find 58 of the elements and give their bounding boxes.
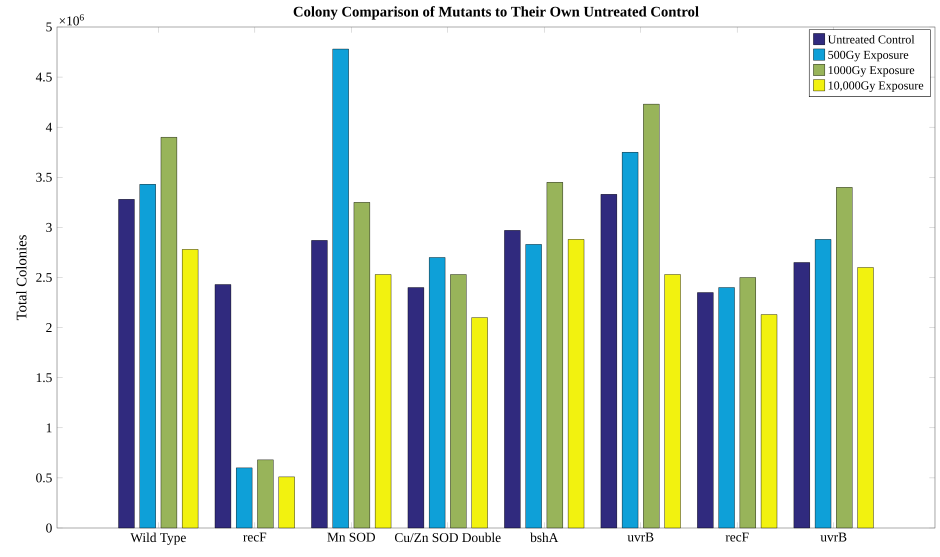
y-tick-label: 1.5 <box>36 373 52 382</box>
chart-title: Colony Comparison of Mutants to Their Own Untreated Control <box>294 6 699 20</box>
x-tick-label: recF <box>726 532 749 542</box>
legend-label: 1000Gy Exposure <box>828 66 914 77</box>
y-tick-label: 5 <box>46 22 52 32</box>
bar <box>450 274 467 528</box>
x-tick-label: Cu/Zn SOD Double <box>394 532 501 542</box>
bar <box>408 287 424 528</box>
y-tick-label: 2.5 <box>36 272 52 282</box>
y-tick-label: 0 <box>46 523 52 532</box>
y-tick-label: 3.5 <box>36 172 52 182</box>
x-tick-label: uvrB <box>820 532 846 542</box>
y-tick-label: 4 <box>46 122 52 132</box>
bar <box>374 274 392 528</box>
bar <box>546 182 564 528</box>
x-tick-label: bshA <box>530 532 558 542</box>
y-tick-label: 2 <box>46 323 52 332</box>
bar <box>354 202 370 528</box>
bar <box>257 460 274 528</box>
bar <box>857 267 874 528</box>
bar <box>697 292 714 528</box>
x-tick-label: recF <box>243 532 266 542</box>
x-tick-label: Wild Type <box>130 532 186 545</box>
legend-label: 10,000Gy Exposure <box>828 81 924 92</box>
bar <box>622 152 638 528</box>
bar <box>600 194 618 528</box>
bar <box>525 244 542 528</box>
bar <box>214 284 232 528</box>
bar <box>278 476 295 528</box>
y-axis-title: Total Colonies <box>16 235 26 320</box>
bar <box>471 317 488 528</box>
bar <box>428 257 446 528</box>
bar <box>740 277 756 528</box>
y-tick-label: 1 <box>46 423 52 432</box>
bar <box>568 239 584 528</box>
bar <box>311 240 328 528</box>
bar <box>814 239 832 528</box>
bar <box>794 262 810 528</box>
bar <box>760 314 778 528</box>
legend-label: 500Gy Exposure <box>828 50 908 62</box>
x-tick-label: uvrB <box>628 532 654 542</box>
bar <box>836 187 852 528</box>
bar <box>504 230 521 528</box>
text: ×10$^{6}$ <box>60 14 84 26</box>
y-tick-label: 3 <box>46 222 52 232</box>
x-tick-label: Mn SOD <box>327 532 375 542</box>
bar <box>718 287 735 528</box>
bar <box>160 137 178 528</box>
bar <box>643 104 660 528</box>
y-tick-label: 4.5 <box>36 72 52 82</box>
bar <box>236 468 252 528</box>
y-tick-label: 0.5 <box>36 473 52 482</box>
bar <box>664 274 681 528</box>
bar <box>332 48 349 528</box>
legend-label: Untreated Control <box>828 35 914 44</box>
bar <box>118 199 135 528</box>
bar <box>182 249 198 528</box>
bar <box>140 184 156 528</box>
